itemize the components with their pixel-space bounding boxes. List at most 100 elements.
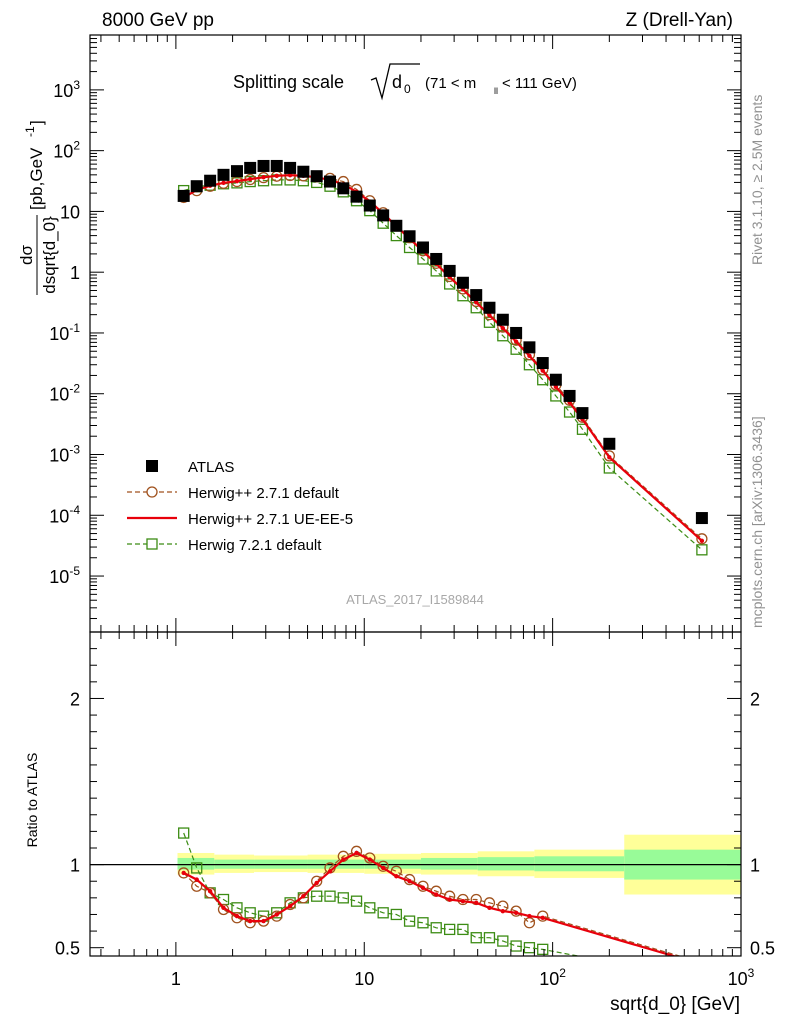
y-tick-label: 10-5 bbox=[49, 564, 80, 587]
atlas-data-point bbox=[403, 230, 416, 243]
x-axis-label: sqrt{d_0} [GeV] bbox=[610, 994, 740, 1015]
herwig7-point bbox=[603, 462, 615, 474]
atlas-data-point bbox=[483, 301, 496, 314]
x-tick-label: 1 bbox=[171, 969, 181, 989]
header: 8000 GeV pp Z (Drell-Yan) bbox=[102, 10, 733, 31]
plot-title-sqrt-sub: 0 bbox=[404, 82, 411, 96]
herwig7-point bbox=[483, 932, 496, 944]
herwigpp-ueee5-point bbox=[487, 313, 492, 318]
uncertainty-band-inner bbox=[177, 857, 215, 870]
herwig7-point bbox=[696, 544, 708, 556]
y-tick-label-right: 0.5 bbox=[750, 939, 775, 959]
plot-title-range-b: < 111 GeV) bbox=[502, 75, 577, 92]
y-tick-label-right: 2 bbox=[750, 689, 760, 709]
herwigpp-ueee5-point bbox=[407, 879, 412, 884]
herwigpp-ueee5-point bbox=[513, 910, 519, 915]
y-tick-label: 10-1 bbox=[49, 321, 80, 344]
y-tick-label: 10-3 bbox=[49, 442, 80, 465]
atlas-data-point bbox=[297, 165, 310, 178]
herwig7-point bbox=[497, 330, 509, 342]
herwigpp-default-point bbox=[523, 917, 536, 929]
herwigpp-ueee5-point bbox=[540, 368, 545, 373]
herwigpp-ueee5-point bbox=[380, 865, 386, 871]
herwigpp-ueee5-point bbox=[367, 857, 372, 862]
legend-label: ATLAS bbox=[188, 459, 234, 476]
herwigpp-ueee5-point bbox=[207, 889, 213, 894]
herwig7-point bbox=[523, 942, 536, 954]
herwigpp-ueee5-point bbox=[500, 325, 506, 331]
legend-marker-herwig7 bbox=[146, 538, 158, 550]
herwigpp-ueee5-point bbox=[474, 300, 479, 305]
uncertainty-band-inner bbox=[420, 857, 478, 870]
atlas-data-point bbox=[456, 276, 469, 289]
x-tick-label: 103 bbox=[728, 966, 755, 989]
atlas-data-point bbox=[310, 170, 323, 183]
atlas-data-point bbox=[549, 373, 562, 386]
ratio-series bbox=[178, 827, 707, 968]
ratio-plot-frame bbox=[89, 631, 742, 957]
y-label-num: dσ bbox=[17, 245, 36, 265]
herwigpp-ueee5-point bbox=[261, 918, 266, 924]
header-left: 8000 GeV pp bbox=[102, 10, 214, 31]
atlas-data-point bbox=[536, 357, 549, 370]
y-tick-label: 103 bbox=[53, 78, 80, 101]
y-label-den: dsqrt{d_0} bbox=[40, 216, 59, 294]
uncertainty-band-inner bbox=[477, 857, 535, 871]
herwigpp-ueee5-point bbox=[194, 877, 199, 882]
y-tick-label: 10 bbox=[60, 202, 80, 222]
y-tick-label: 102 bbox=[53, 139, 80, 162]
atlas-data-point bbox=[510, 326, 523, 339]
y-tick-label: 1 bbox=[70, 263, 80, 283]
herwigpp-ueee5-point bbox=[700, 962, 704, 966]
plot-title-range-sub: ll bbox=[494, 86, 498, 96]
herwigpp-ueee5-point bbox=[261, 175, 266, 180]
atlas-data-point bbox=[204, 174, 217, 187]
herwigpp-ueee5-point bbox=[221, 180, 226, 186]
herwigpp-default-point bbox=[284, 898, 296, 911]
watermark: ATLAS_2017_I1589844 bbox=[346, 592, 484, 607]
sqrt-sign bbox=[370, 63, 420, 101]
side-labels: Rivet 3.1.10, ≥ 2.5M events mcplots.cern… bbox=[749, 95, 765, 628]
herwig7-point bbox=[191, 862, 203, 874]
herwigpp-ueee5-point bbox=[234, 913, 240, 919]
herwigpp-ueee5-point bbox=[221, 905, 226, 911]
herwigpp-ueee5-point bbox=[394, 874, 399, 879]
herwigpp-ueee5-point bbox=[301, 893, 306, 899]
legend-label: Herwig++ 2.7.1 UE-EE-5 bbox=[188, 511, 353, 528]
herwig7-point bbox=[377, 907, 389, 919]
herwig7-point bbox=[576, 423, 589, 435]
herwig7-point bbox=[178, 827, 190, 839]
herwigpp-default-point bbox=[697, 958, 707, 968]
atlas-data-point bbox=[576, 407, 589, 420]
herwig7-point bbox=[430, 922, 442, 934]
herwigpp-ueee5-point bbox=[354, 850, 359, 856]
plot-title-range-a: (71 < m bbox=[425, 75, 476, 92]
x-tick-label: 10 bbox=[354, 969, 374, 989]
y-tick-label-right: 1 bbox=[750, 856, 760, 876]
herwig7-point bbox=[364, 902, 376, 914]
herwig7-point bbox=[510, 343, 522, 355]
herwigpp-ueee5-point bbox=[607, 455, 612, 460]
plot-title: Splitting scale d 0 (71 < m ll < 111 GeV… bbox=[233, 63, 577, 101]
herwigpp-ueee5-point bbox=[527, 353, 532, 359]
herwigpp-ueee5-point bbox=[274, 912, 279, 917]
atlas-data-point bbox=[257, 159, 270, 172]
herwigpp-default-point bbox=[297, 892, 310, 904]
y-tick-label: 10-4 bbox=[49, 503, 80, 526]
herwig7-point bbox=[350, 895, 363, 907]
header-right: Z (Drell-Yan) bbox=[626, 10, 733, 31]
herwigpp-default-point bbox=[217, 903, 230, 916]
plot-title-main: Splitting scale bbox=[233, 72, 344, 92]
y-label-unit-sup: -1 bbox=[23, 126, 37, 137]
atlas-data-point bbox=[563, 389, 576, 402]
herwig7-point bbox=[337, 892, 349, 904]
atlas-data-point bbox=[350, 190, 363, 203]
herwigpp-ueee5-point bbox=[540, 915, 545, 920]
herwigpp-default-point bbox=[696, 533, 708, 545]
legend-marker-atlas bbox=[146, 460, 158, 472]
atlas-data-point bbox=[695, 512, 708, 525]
y-axis-label-top: dσ dsqrt{d_0} [pb,GeV -1 ] bbox=[17, 120, 59, 295]
herwig7-point bbox=[324, 890, 336, 902]
atlas-data-point bbox=[416, 241, 429, 254]
